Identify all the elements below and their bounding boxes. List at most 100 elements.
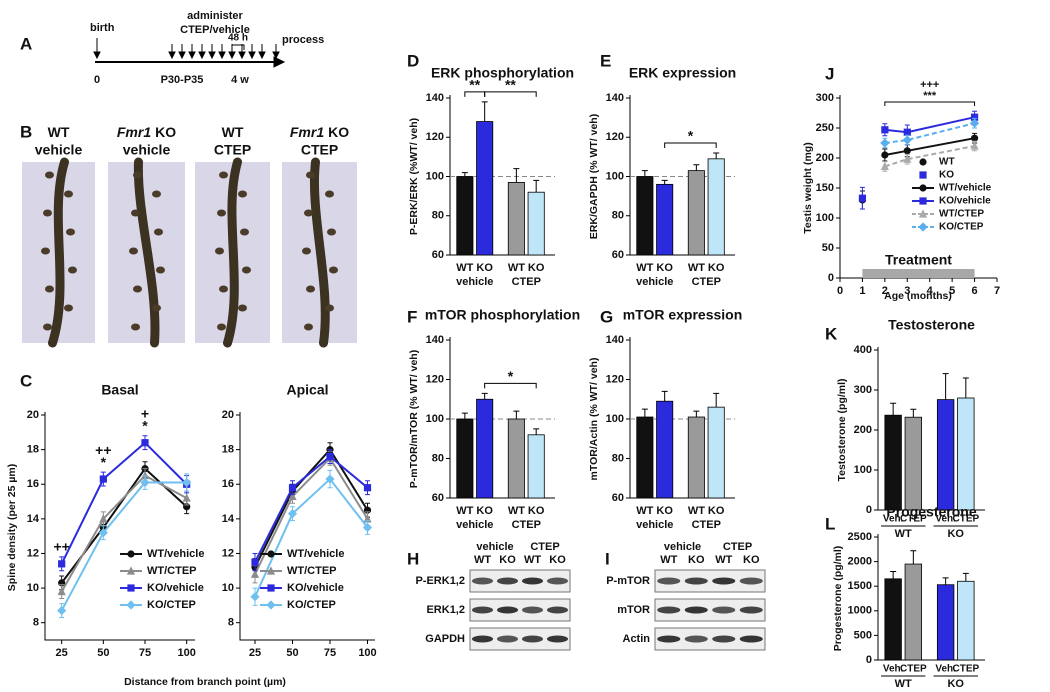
y-tick-label: 0 (866, 504, 872, 516)
marker (182, 493, 191, 502)
panel-letter: C (20, 371, 32, 390)
marker (970, 113, 979, 121)
image-label: vehicle (123, 142, 171, 158)
x-tick-label: WT (688, 262, 705, 274)
error-bar (461, 172, 468, 177)
bar (476, 121, 494, 256)
dose-arrowhead (258, 51, 266, 60)
series-line (60, 481, 187, 612)
marker (57, 605, 67, 616)
marker (881, 151, 889, 159)
y-tick-label: 1000 (848, 605, 872, 617)
spine (219, 171, 228, 179)
bar (527, 191, 545, 256)
annotation: ++ (95, 442, 111, 458)
spine (306, 285, 315, 293)
spine (66, 228, 75, 236)
x-tick-label: 75 (324, 647, 336, 659)
blot-band (522, 577, 543, 585)
y-tick-label: 0 (828, 272, 834, 284)
marker (919, 184, 927, 192)
marker (969, 118, 980, 128)
bar (507, 418, 525, 499)
error-bar (513, 168, 520, 183)
treatment-bar (862, 269, 975, 278)
y-tick-label: 100 (854, 464, 872, 476)
bar (687, 170, 705, 256)
chart-title: ERK phosphorylation (431, 65, 574, 81)
dose-arrowhead (248, 51, 256, 60)
spine (129, 247, 138, 255)
birth-arrowhead (93, 51, 101, 60)
marker (288, 491, 297, 500)
y-tick-label: 80 (612, 452, 624, 464)
blot-band (547, 635, 568, 643)
marker (902, 135, 912, 145)
x-tick-label: KO (708, 505, 725, 517)
bar (957, 580, 975, 661)
spine (43, 323, 52, 331)
blot-band (712, 577, 736, 585)
blot-band (739, 577, 763, 585)
blot-group-label: CTEP (723, 541, 752, 553)
marker (98, 528, 108, 538)
series-line (60, 441, 188, 565)
y-tick-label: 14 (27, 513, 40, 525)
blot-band (522, 635, 543, 643)
legend-label: WT/CTEP (287, 565, 337, 577)
group-label: vehicle (456, 276, 493, 288)
y-tick-label: 140 (426, 92, 444, 104)
spine (242, 266, 251, 274)
image-label: WT (222, 124, 244, 140)
annotation: ++ (53, 539, 69, 555)
marker (970, 141, 979, 150)
x-tick-label: Veh. (883, 514, 904, 525)
x-tick-label: KO (476, 505, 493, 517)
x-tick-label: KO (656, 505, 673, 517)
panel-letter: D (407, 51, 419, 70)
panel-letter: I (605, 549, 610, 568)
spine (217, 323, 226, 331)
x-tick-label: KO (528, 262, 545, 274)
x-tick-label: 5 (949, 285, 955, 297)
blot-band (547, 577, 568, 585)
marker (919, 171, 927, 179)
dose-arrowhead (238, 51, 246, 60)
blot-band (497, 577, 518, 585)
marker (127, 550, 135, 558)
dose-arrowhead (208, 51, 216, 60)
y-tick-label: 80 (432, 210, 444, 222)
error-bar (890, 402, 897, 416)
timeline-event: CTEP/vehicle (180, 24, 250, 36)
chart-title: Basal (101, 382, 138, 398)
group-label: WT (895, 528, 912, 540)
blot-band (547, 606, 568, 614)
marker (903, 154, 912, 163)
y-tick-label: 150 (816, 182, 834, 194)
bar (656, 183, 674, 256)
legend-label: KO (939, 170, 954, 181)
marker (267, 584, 275, 592)
legend-label: KO/CTEP (287, 599, 336, 611)
blot-lane-label: KO (499, 554, 516, 566)
blot-lane-label: KO (743, 554, 760, 566)
series-line (254, 456, 369, 575)
group-label: CTEP (512, 519, 541, 531)
blot-row-label: mTOR (617, 604, 650, 616)
spine (152, 304, 161, 312)
blot-strip (469, 569, 571, 593)
blot-group-label: vehicle (476, 541, 513, 553)
bar (656, 400, 674, 499)
error-bar (481, 392, 488, 400)
marker (126, 566, 136, 575)
blot-band (739, 606, 763, 614)
dose-arrowhead (198, 51, 206, 60)
x-tick-label: CTEP (952, 514, 979, 525)
group-label: WT (895, 678, 912, 690)
image-label: Fmr1 KO (290, 124, 349, 140)
timeline-arrowhead (273, 56, 286, 68)
error-bar (910, 408, 917, 418)
panel-letter: H (407, 549, 419, 568)
bar (687, 416, 705, 499)
